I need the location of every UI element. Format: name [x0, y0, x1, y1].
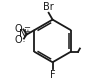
Text: +: +: [25, 29, 31, 35]
Text: −: −: [23, 23, 30, 32]
Text: O: O: [15, 35, 22, 45]
Text: O: O: [14, 24, 22, 34]
Text: Br: Br: [43, 2, 54, 12]
Text: N: N: [19, 29, 27, 39]
Text: ″: ″: [23, 40, 25, 45]
Text: F: F: [50, 70, 55, 80]
